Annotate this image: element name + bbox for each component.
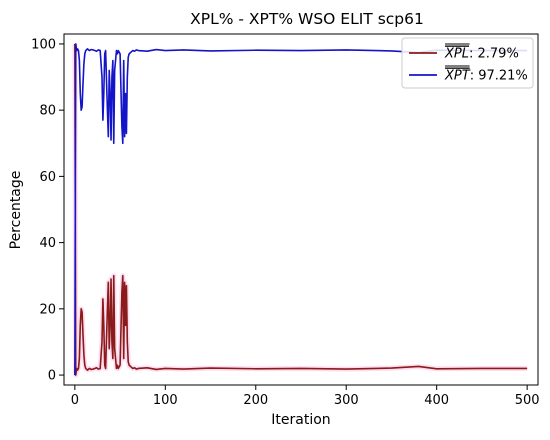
x-axis: 0 100 200 300 400 500 <box>71 385 540 408</box>
series-line-xpl <box>74 43 528 376</box>
x-tick-label: 200 <box>243 393 268 408</box>
x-axis-label: Iteration <box>271 412 330 428</box>
x-tick-label: 400 <box>424 393 449 408</box>
legend-label-xpl: XPL: 2.79% <box>444 47 519 62</box>
y-tick-label: 100 <box>31 37 56 52</box>
plot-area <box>72 43 528 378</box>
x-tick-label: 300 <box>334 393 359 408</box>
x-tick-label: 100 <box>153 393 178 408</box>
legend-label-xpt: XPT: 97.21% <box>444 69 528 84</box>
chart-title: XPL% - XPT% WSO ELIT scp61 <box>190 10 424 28</box>
y-axis-label: Percentage <box>8 171 24 250</box>
y-tick-label: 20 <box>39 302 56 317</box>
y-tick-label: 0 <box>48 369 56 384</box>
x-tick-label: 500 <box>515 393 540 408</box>
y-tick-label: 60 <box>39 170 56 185</box>
x-tick-label: 0 <box>71 393 79 408</box>
y-tick-label: 80 <box>39 104 56 119</box>
series-line-xpt <box>74 43 528 376</box>
legend: XPL: 2.79% XPT: 97.21% <box>401 37 534 89</box>
series-band-xpl <box>72 43 528 378</box>
plot-frame <box>63 33 539 386</box>
y-axis: 0 20 40 60 80 100 <box>31 37 64 384</box>
y-tick-label: 40 <box>39 236 56 251</box>
